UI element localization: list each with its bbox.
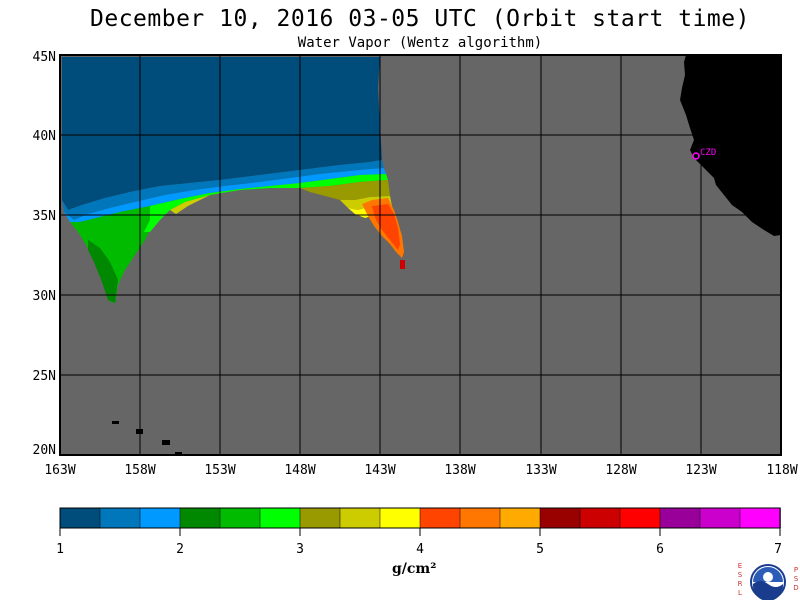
colorbar-swatch [499,507,541,529]
colorbar-swatch [619,507,661,529]
colorbar-swatch [739,507,781,529]
colorbar: 1 2 3 4 5 6 7 [56,507,782,557]
lat-label-25n: 25N [33,369,56,384]
wv-field-green-dark-west [88,240,118,303]
station-marker-icon [692,152,700,160]
colorbar-label-7: 7 [774,542,782,557]
colorbar-swatch [659,507,701,529]
colorbar-ticks [59,528,781,536]
colorbar-swatch [379,507,421,529]
lon-label-148w: 148W [284,463,315,478]
colorbar-swatch [539,507,581,529]
colorbar-swatch [699,507,741,529]
map-frame [59,54,782,456]
wv-field-red-tip [400,260,405,269]
wv-field-blue [62,160,384,220]
lon-label-153w: 153W [204,463,235,478]
wv-field-olive [300,180,390,200]
noaa-emblem-icon [750,564,786,601]
lon-labels: 163W 158W 153W 148W 143W 138W 133W 128W … [44,463,797,478]
map-panel: CZD [59,54,782,456]
colorbar-swatch [459,507,501,529]
lon-label-158w: 158W [124,463,155,478]
lat-label-20n: 20N [33,443,56,458]
hawaii-island-1 [112,421,119,424]
colorbar-swatch [339,507,381,529]
colorbar-label-3: 3 [296,542,304,557]
colorbar-swatch [59,507,101,529]
lon-label-123w: 123W [685,463,716,478]
wv-field-blue-light [64,168,386,222]
lat-label-30n: 30N [33,289,56,304]
land-north-america [680,55,781,236]
colorbar-swatch [99,507,141,529]
lat-label-40n: 40N [33,129,56,144]
colorbar-swatch [139,507,181,529]
colorbar-swatch [179,507,221,529]
colorbar-swatch [219,507,261,529]
colorbar-label-2: 2 [176,542,184,557]
colorbar-label-4: 4 [416,542,424,557]
colorbar-swatches [59,507,781,529]
wv-field-blue-dark [62,57,382,210]
colorbar-swatch [579,507,621,529]
lat-label-35n: 35N [33,209,56,224]
colorbar-units: g/cm² [392,561,437,577]
lon-label-128w: 128W [605,463,636,478]
colorbar-swatch [299,507,341,529]
wv-field-green-west [70,204,165,303]
lon-label-143w: 143W [364,463,395,478]
lon-label-118w: 118W [766,463,797,478]
wv-field-yellow-west [170,195,210,214]
page-title: December 10, 2016 03-05 UTC (Orbit start… [90,6,750,32]
colorbar-label-1: 1 [56,542,64,557]
page-subtitle: Water Vapor (Wentz algorithm) [297,35,543,51]
colorbar-label-6: 6 [656,542,664,557]
wv-field-green-arc [144,174,388,232]
hawaii-island-3 [162,440,170,445]
lat-label-45n: 45N [33,50,56,65]
lat-labels: 45N 40N 35N 30N 25N 20N [33,50,56,458]
colorbar-swatch [259,507,301,529]
station-label: CZD [700,148,716,158]
lon-label-163w: 163W [44,463,75,478]
lon-label-133w: 133W [525,463,556,478]
grid-lines [60,55,781,455]
colorbar-label-5: 5 [536,542,544,557]
colorbar-swatch [419,507,461,529]
lon-label-138w: 138W [444,463,475,478]
